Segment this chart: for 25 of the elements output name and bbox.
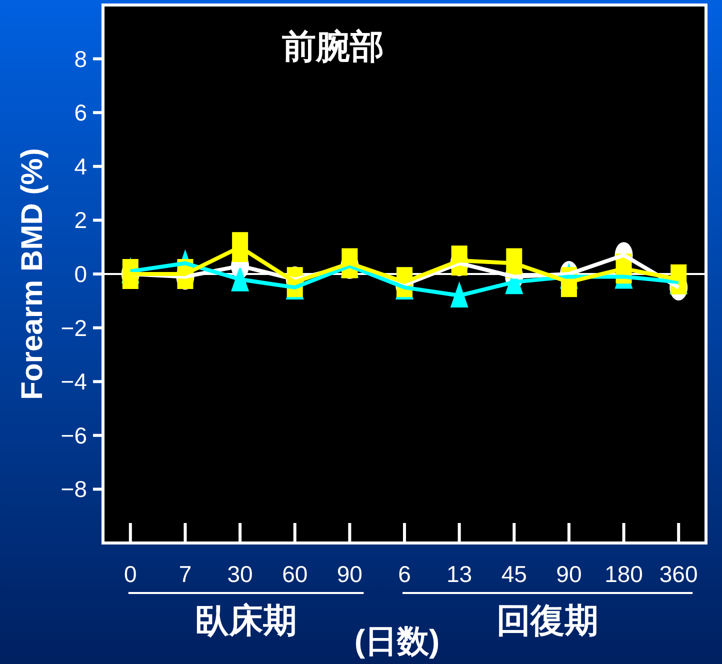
y-tick-label: 4 <box>74 153 88 180</box>
y-tick-label: −6 <box>60 422 87 448</box>
x-tick-label: 6 <box>398 561 411 587</box>
x-tick-label: 0 <box>124 561 137 587</box>
text: 臥床期 <box>195 602 298 640</box>
x-tick-label: 30 <box>227 561 253 587</box>
text: 回復期 <box>496 602 599 640</box>
x-tick-label: 90 <box>556 561 582 587</box>
x-tick-label: 7 <box>178 561 192 587</box>
y-tick-label: 6 <box>74 100 87 126</box>
y-tick-label: 2 <box>74 207 87 234</box>
x-tick-label: 45 <box>501 561 527 587</box>
y-tick-label: −2 <box>60 314 87 341</box>
x-tick-label: 180 <box>604 561 643 587</box>
x-tick-label: 60 <box>282 561 308 587</box>
text: 前腕部 <box>282 28 384 66</box>
y-tick-label: −4 <box>60 368 88 395</box>
y-tick-label: 8 <box>74 46 87 72</box>
x-tick-label: 90 <box>336 561 362 587</box>
x-tick-label: 360 <box>659 561 698 587</box>
y-axis-title: Forearm BMD (%) <box>16 148 49 400</box>
x-tick-label: 13 <box>446 561 472 587</box>
y-tick-label: 0 <box>74 261 87 287</box>
y-tick-label: −8 <box>60 476 87 502</box>
x-axis-title: (日数) <box>354 623 440 659</box>
